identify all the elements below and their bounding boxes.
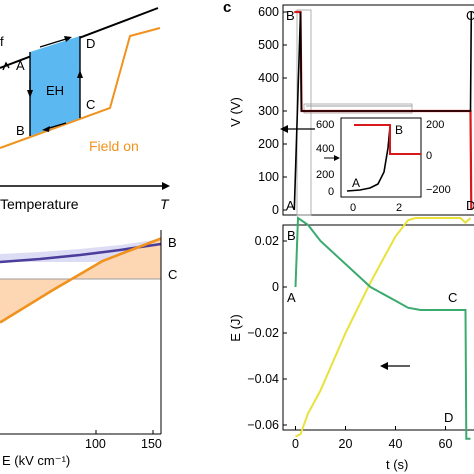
gray-selection-box-mid (303, 103, 413, 114)
yellow-energy-trace (295, 217, 472, 438)
energy-label-b: B (287, 228, 296, 243)
inset-left-arrowhead (334, 155, 340, 161)
voltage-yticks: 0 100 200 300 400 500 600 (258, 5, 287, 217)
voltage-label-d: D (466, 198, 474, 213)
inset-ytick-400: 400 (316, 143, 334, 155)
inset-ytick-200: 200 (316, 169, 334, 181)
energy-yticks: 0.02 0 −0.02 −0.04 −0.06 (247, 234, 287, 432)
energy-ytick-label: −0.06 (247, 418, 279, 432)
curve-c-orange (0, 237, 162, 324)
energy-xlabel: t (s) (386, 457, 408, 472)
inset-rtick-m200: −200 (426, 184, 451, 196)
panel-label-c: c (223, 0, 231, 16)
label-c: C (86, 97, 95, 112)
direction-arrowhead (380, 362, 388, 370)
energy-label-a: A (287, 290, 296, 305)
voltage-ytick-label: 500 (258, 38, 279, 52)
inset-black-trace (346, 126, 391, 192)
label-d: D (86, 36, 95, 51)
peach-region (0, 238, 161, 323)
xtick-label-150: 150 (141, 437, 162, 451)
xtick-label-100: 100 (85, 437, 106, 451)
voltage-ylabel: V (V) (228, 97, 243, 127)
inset-red-trace (354, 124, 421, 155)
energy-ytick-label: −0.04 (247, 372, 279, 386)
label-b: B (16, 123, 25, 138)
temperature-symbol: T (160, 196, 170, 212)
voltage-label-b: B (286, 8, 295, 23)
black-voltage-trace (293, 11, 473, 211)
energy-xtick-label: 60 (439, 437, 453, 451)
temperature-axis-label: Temperature (0, 196, 79, 212)
temperature-axis-arrowhead (162, 182, 170, 190)
energy-label-c: C (448, 290, 457, 305)
inset-label-b: B (395, 123, 403, 137)
energy-ytick-label: 0 (272, 280, 279, 294)
energy-xtick-label: 0 (292, 437, 299, 451)
label-f: f (0, 34, 4, 49)
energy-ytick-label: 0.02 (255, 234, 279, 248)
inset-ytick-0: 0 (328, 186, 334, 198)
arrow-up-head (77, 70, 83, 78)
bottom-left-xlabel: E (kV cm⁻¹) (2, 453, 70, 468)
energy-xtick-label: 40 (389, 437, 403, 451)
inset-xtick-0: 0 (350, 202, 356, 214)
arrow-a-to-d-line (39, 38, 67, 48)
voltage-label-a: A (286, 198, 295, 213)
energy-xtick-label: 20 (339, 437, 353, 451)
inset-label-a: A (352, 176, 360, 190)
energy-ytick-label: −0.02 (247, 326, 279, 340)
inset-ytick-600: 600 (316, 119, 334, 131)
field-on-branch-line (0, 27, 161, 149)
voltage-ytick-label: 300 (258, 104, 279, 118)
energy-plot-frame (282, 224, 474, 431)
eh-cycle-area (30, 36, 80, 136)
bottom-left-panel: 100 150 E (kV cm⁻¹) B C (0, 230, 177, 468)
inset-frame (340, 117, 422, 198)
label-a: A (16, 58, 25, 73)
label-field-on: Field on (89, 138, 139, 154)
arrow-down-head (27, 90, 33, 98)
green-energy-trace (294, 216, 471, 440)
label-eh: EH (46, 83, 64, 98)
voltage-ytick-label: 200 (258, 137, 279, 151)
inset-rtick-200: 200 (426, 119, 444, 131)
energy-panel: 0.02 0 −0.02 −0.04 −0.06 0 20 40 60 E (J) t (s)… (228, 216, 474, 472)
arrow-a-to-d-head (64, 36, 72, 42)
inset-rtick-0: 0 (426, 150, 432, 162)
voltage-plot-frame (282, 4, 474, 216)
inset-xtick-2: 2 (396, 202, 402, 214)
energy-label-d: D (444, 410, 453, 425)
voltage-ytick-label: 100 (258, 170, 279, 184)
voltage-inset: 0 200 400 600 200 0 −200 0 2 A B (316, 117, 451, 214)
small-tick-mark (2, 61, 10, 71)
arrow-b-to-c-head (42, 126, 50, 132)
curve-label-b: B (168, 235, 177, 250)
voltage-label-c: C (466, 8, 474, 23)
curve-label-c: C (168, 267, 177, 282)
inset-pointer-arrowhead (280, 125, 288, 133)
voltage-ytick-label: 400 (258, 71, 279, 85)
top-left-panel: f A B C D EH Field on Temperature T (0, 7, 170, 212)
energy-ylabel: E (J) (228, 314, 243, 341)
energy-xticks: 0 20 40 60 (292, 426, 452, 451)
voltage-ytick-label: 0 (272, 203, 279, 217)
voltage-ytick-label: 600 (258, 5, 279, 19)
